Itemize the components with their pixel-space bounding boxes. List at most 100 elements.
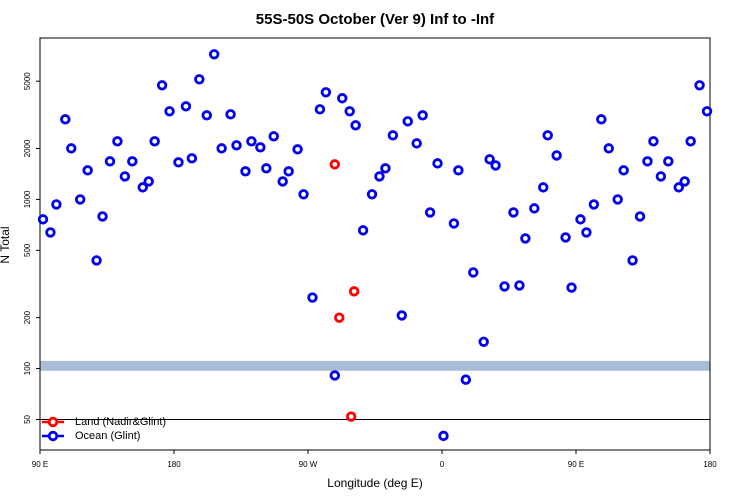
point xyxy=(255,142,266,153)
point xyxy=(542,130,553,141)
x-tick-label: 90 E xyxy=(32,460,48,469)
point xyxy=(627,255,638,266)
y-axis-title: N Total xyxy=(0,226,12,263)
point xyxy=(357,225,369,236)
y-tick-label: 500 xyxy=(23,243,32,257)
point xyxy=(143,176,154,187)
point xyxy=(402,116,413,127)
point xyxy=(612,194,623,205)
point xyxy=(292,144,303,155)
point xyxy=(432,158,443,169)
point xyxy=(575,214,586,225)
point xyxy=(344,106,355,117)
plot-frame xyxy=(39,37,711,451)
point xyxy=(97,211,108,222)
point xyxy=(588,199,600,210)
legend-label: Ocean (Glint) xyxy=(75,430,140,442)
point xyxy=(566,282,577,293)
point xyxy=(208,49,220,60)
point xyxy=(460,374,472,385)
point xyxy=(283,166,294,177)
band xyxy=(40,360,710,371)
point xyxy=(634,211,646,222)
point xyxy=(261,163,272,174)
point xyxy=(484,154,495,165)
point xyxy=(468,267,479,278)
y-tick-label: 50 xyxy=(23,414,32,423)
point xyxy=(156,80,168,91)
legend-label: Land (Nadir&Glint) xyxy=(75,416,166,428)
x-tick-label: 0 xyxy=(440,460,445,469)
point xyxy=(685,136,696,147)
x-tick-label: 180 xyxy=(703,460,717,469)
point xyxy=(91,255,102,266)
point xyxy=(348,286,360,297)
point xyxy=(186,153,198,164)
point xyxy=(51,199,62,210)
y-tick-label: 100 xyxy=(23,361,32,375)
y-tick-label: 5000 xyxy=(23,72,32,90)
point xyxy=(380,163,391,174)
point xyxy=(387,130,399,141)
point xyxy=(334,312,345,323)
point xyxy=(655,171,667,182)
point xyxy=(314,104,326,115)
point xyxy=(45,227,56,238)
point xyxy=(137,182,148,193)
point xyxy=(329,159,340,170)
x-tick-label: 90 E xyxy=(568,460,584,469)
point xyxy=(701,106,713,117)
point xyxy=(417,110,428,121)
point xyxy=(104,156,116,167)
point xyxy=(694,80,705,91)
legend-marker xyxy=(47,430,59,442)
point xyxy=(448,218,460,229)
point xyxy=(307,292,318,303)
y-tick-label: 2000 xyxy=(23,139,32,157)
point xyxy=(581,227,592,238)
point xyxy=(194,74,205,85)
point xyxy=(240,166,251,177)
point xyxy=(74,194,86,205)
point xyxy=(225,109,236,120)
point xyxy=(520,233,531,244)
x-tick-label: 180 xyxy=(167,460,181,469)
point xyxy=(127,156,138,167)
point xyxy=(529,203,540,214)
point xyxy=(642,156,653,167)
point xyxy=(478,336,489,347)
point xyxy=(490,160,501,171)
y-tick-label: 200 xyxy=(23,310,32,324)
point xyxy=(231,140,242,151)
point xyxy=(411,138,422,149)
point xyxy=(396,310,407,321)
point xyxy=(201,110,212,121)
point xyxy=(538,182,549,193)
point xyxy=(618,165,629,176)
point xyxy=(164,106,175,117)
point xyxy=(216,143,227,154)
point xyxy=(350,120,361,131)
legend-marker xyxy=(47,416,59,428)
point xyxy=(424,207,436,218)
point xyxy=(298,189,309,200)
point xyxy=(508,207,519,218)
point xyxy=(560,232,571,243)
point xyxy=(37,214,49,225)
point xyxy=(673,182,684,193)
point xyxy=(60,114,71,125)
point xyxy=(345,411,357,422)
point xyxy=(438,430,449,442)
point xyxy=(119,171,131,182)
point xyxy=(149,136,160,147)
point xyxy=(514,280,525,291)
point xyxy=(499,281,510,292)
point xyxy=(173,157,184,168)
point xyxy=(551,150,562,161)
point xyxy=(596,114,607,125)
x-tick-label: 90 W xyxy=(299,460,318,469)
point xyxy=(329,370,340,381)
point xyxy=(337,93,348,104)
point xyxy=(374,171,385,182)
